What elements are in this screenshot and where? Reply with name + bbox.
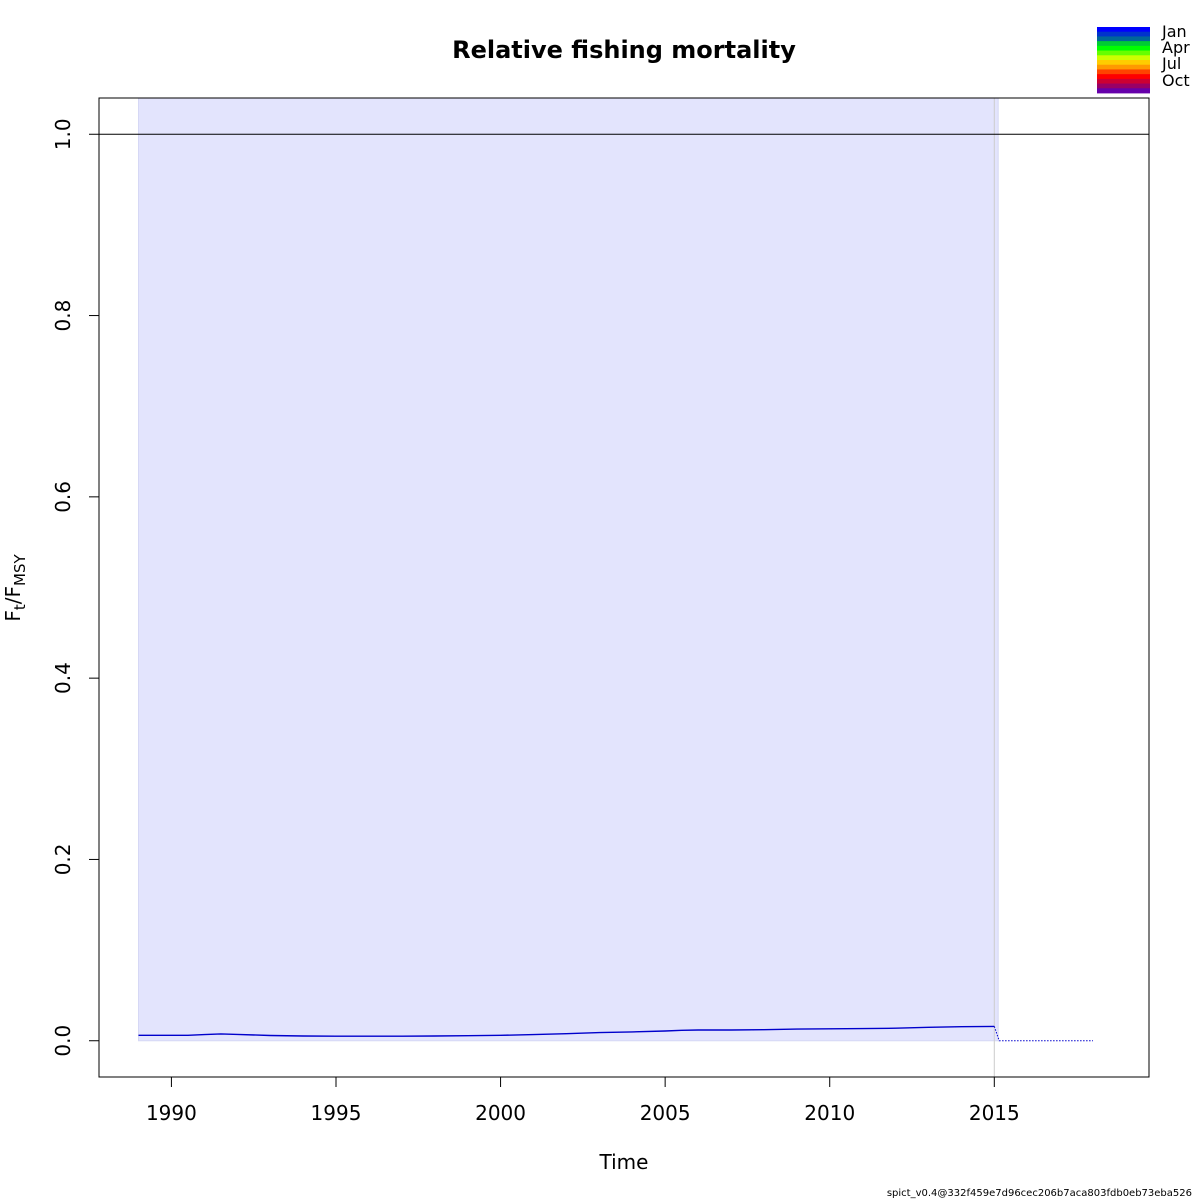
legend-swatch [1097, 41, 1150, 47]
legend-label: Jul [1161, 54, 1181, 73]
x-tick-label: 2015 [969, 1101, 1020, 1125]
series-line-forecast [993, 1026, 1093, 1042]
legend-swatch [1097, 36, 1150, 42]
y-axis-label-sub1: t [11, 604, 29, 610]
x-axis-label: Time [599, 1150, 649, 1174]
legend-swatch [1097, 64, 1150, 70]
legend-label: Oct [1162, 71, 1190, 90]
y-axis: 0.0 0.2 0.4 0.6 0.8 1.0 [51, 118, 100, 1057]
y-tick-label: 1.0 [51, 118, 75, 150]
plot-area [99, 97, 1149, 1077]
version-footer: spict_v0.4@332f459e7d96cec206b7aca803fdb… [887, 1188, 1192, 1199]
chart-title: Relative fishing mortality [452, 36, 796, 64]
legend-swatch [1097, 88, 1150, 94]
legend-swatch [1097, 45, 1150, 51]
legend-label: Jan [1161, 22, 1187, 41]
x-tick-label: 2005 [640, 1101, 691, 1125]
y-axis-label-sep: /F [1, 586, 25, 604]
confidence-band [138, 97, 999, 1042]
y-tick-label: 0.4 [51, 662, 75, 694]
legend-swatch [1097, 78, 1150, 84]
x-tick-label: 2000 [475, 1101, 526, 1125]
legend-swatch [1097, 55, 1150, 61]
y-tick-label: 0.0 [51, 1025, 75, 1057]
legend-swatch [1097, 31, 1150, 37]
y-tick-label: 0.8 [51, 300, 75, 332]
x-axis: 1990 1995 2000 2005 2010 2015 [146, 1076, 1020, 1125]
y-axis-label-main: F [1, 610, 25, 622]
legend-swatch [1097, 60, 1150, 66]
legend-swatch [1097, 69, 1150, 75]
legend-swatch [1097, 74, 1150, 80]
y-axis-label: Ft/FMSY [1, 554, 29, 622]
legend-swatch [1097, 50, 1150, 56]
legend-swatch [1097, 83, 1150, 89]
x-tick-label: 2010 [804, 1101, 855, 1125]
legend-swatch [1097, 27, 1150, 33]
series-line-estimate [138, 1025, 995, 1037]
y-axis-label-sub2: MSY [11, 554, 29, 586]
legend-label: Apr [1162, 38, 1190, 57]
x-tick-label: 1995 [311, 1101, 362, 1125]
y-tick-label: 0.6 [51, 481, 75, 513]
x-tick-label: 1990 [146, 1101, 197, 1125]
y-tick-label: 0.2 [51, 843, 75, 875]
